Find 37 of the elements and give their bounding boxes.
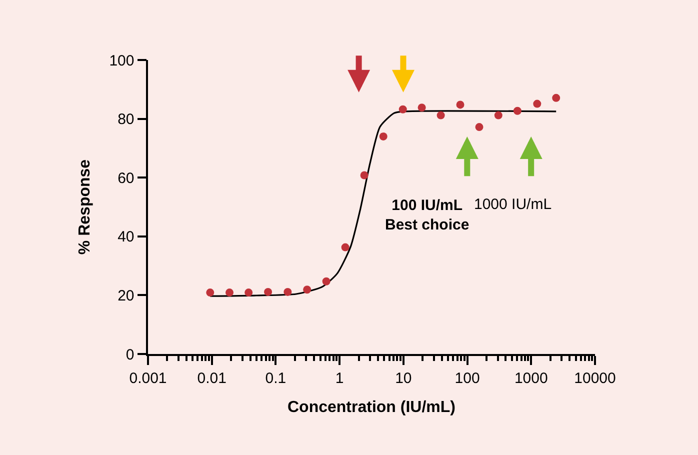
- y-tick-label: 80: [118, 111, 134, 128]
- point: [494, 111, 502, 120]
- point: [533, 100, 542, 108]
- y-tick-label: 100: [109, 52, 134, 70]
- x-tick-label: 0.01: [197, 370, 226, 387]
- x-tick-label: 10: [395, 370, 412, 387]
- point: [284, 288, 292, 296]
- point: [436, 111, 445, 120]
- x-tick-label: 10000: [574, 370, 616, 387]
- x-tick-label: 0.001: [129, 370, 167, 387]
- point: [552, 94, 560, 102]
- point: [379, 132, 388, 140]
- point: [360, 171, 368, 180]
- point: [264, 288, 272, 296]
- x-tick-label: 0.1: [265, 370, 286, 387]
- annotation: 1000 IU/mL: [474, 196, 552, 213]
- annotation: 100 IU/mL Best choice: [385, 197, 470, 234]
- y-tick-label: 0: [126, 346, 134, 364]
- point: [244, 288, 253, 297]
- point: [322, 277, 330, 286]
- x-tick-label: 1000: [514, 370, 548, 387]
- point: [418, 104, 426, 112]
- point: [341, 243, 350, 252]
- x-tick-label: 1: [335, 370, 344, 387]
- point: [456, 100, 464, 109]
- y-tick-label: 40: [118, 228, 134, 246]
- y-tick-label: 20: [118, 287, 134, 304]
- point: [303, 286, 312, 294]
- y-axis-title: % Response: [76, 159, 94, 255]
- point: [206, 288, 214, 297]
- point: [475, 123, 484, 132]
- y-tick-label: 60: [118, 170, 134, 187]
- point: [226, 288, 234, 297]
- point: [398, 105, 407, 114]
- x-axis-title: Concentration (IU/mL): [288, 398, 456, 416]
- point: [513, 106, 522, 115]
- x-tick-label: 100: [454, 370, 480, 387]
